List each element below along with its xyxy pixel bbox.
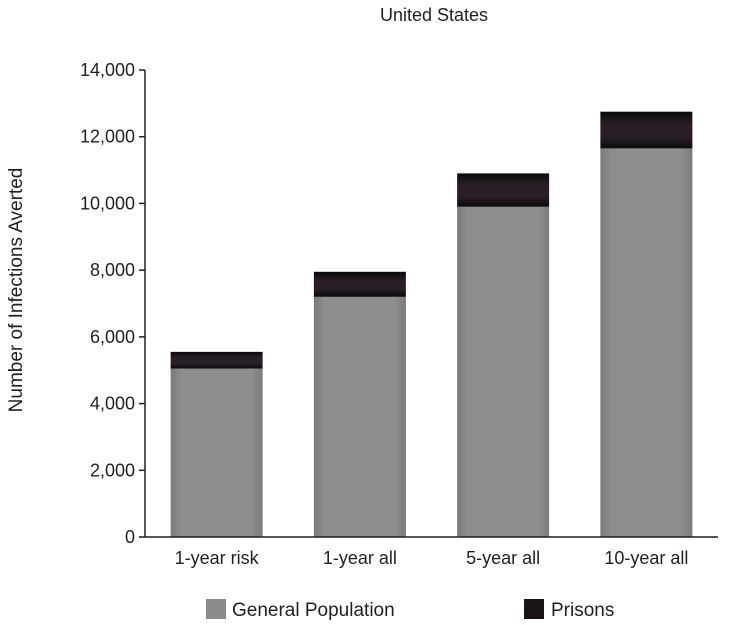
y-tick-label: 2,000 [90,460,135,480]
bar-prisons [457,173,550,207]
bar-general-population [457,206,550,537]
x-tick-label: 5-year all [466,548,540,568]
legend-label: General Population [232,600,395,621]
y-ticks-group: 0 2,000 4,000 6,000 8,000 10,000 12,000 14,000 [80,60,145,547]
legend: General Population Prisons [206,599,614,621]
bar-general-population [600,148,693,537]
y-axis-label: Number of Infections Averted [6,168,27,413]
bar-general-population [170,368,263,537]
legend-swatch [206,599,226,619]
y-tick-label: 0 [125,527,135,547]
x-ticks-group: 1-year risk 1-year all 5-year all 10-year a… [175,548,689,568]
y-tick-label: 8,000 [90,260,135,280]
y-tick-label: 4,000 [90,394,135,414]
y-tick-label: 6,000 [90,327,135,347]
legend-label: Prisons [551,600,614,621]
bar-prisons [600,111,693,149]
y-tick-label: 14,000 [80,60,135,80]
y-tick-label: 12,000 [80,127,135,147]
x-tick-label: 1-year risk [175,548,260,568]
y-tick-label: 10,000 [80,193,135,213]
bars-group [170,111,693,537]
bar-prisons [313,271,406,297]
bar-prisons [170,351,263,369]
legend-swatch [524,599,544,619]
chart-title: United States [380,5,488,25]
x-tick-label: 10-year all [604,548,688,568]
x-tick-label: 1-year all [323,548,397,568]
bar-general-population [313,296,406,537]
